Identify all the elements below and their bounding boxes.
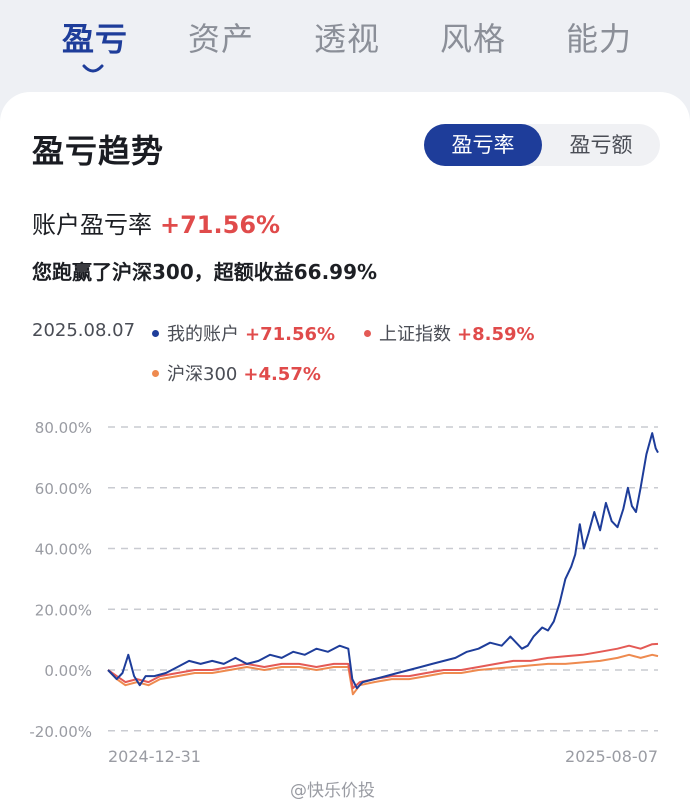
legend-value: +4.57% — [243, 364, 321, 385]
tab-ability[interactable]: 能力 — [566, 20, 633, 58]
watermark: @快乐价投 — [290, 781, 375, 801]
legend-item-sse: 上证指数 +8.59% — [364, 320, 535, 346]
benchmark-summary: 您跑赢了沪深300，超额收益66.99% — [32, 260, 378, 284]
y-tick-label: -20.00% — [29, 723, 92, 741]
y-tick-label: 20.00% — [35, 601, 92, 619]
legend-name: 我的账户 — [167, 324, 239, 345]
account-rate-value: +71.56% — [160, 211, 281, 239]
series-line-account — [107, 432, 659, 690]
legend-value: +71.56% — [245, 324, 336, 345]
active-tab-indicator-icon — [82, 64, 104, 73]
y-tick-label: 80.00% — [35, 419, 92, 437]
tab-style[interactable]: 风格 — [440, 20, 507, 58]
legend-dot-icon — [364, 330, 371, 337]
y-tick-label: 40.00% — [35, 541, 92, 559]
profit-trend-card — [0, 92, 690, 803]
card-title: 盈亏趋势 — [32, 132, 165, 170]
y-tick-label: 60.00% — [35, 480, 92, 498]
x-tick-label: 2024-12-31 — [108, 747, 201, 766]
toggle-profit-amount-button[interactable]: 盈亏额 — [569, 133, 633, 157]
top-tab-bar: 盈亏 资产 透视 风格 能力 — [0, 0, 690, 90]
toggle-profit-rate-button[interactable]: 盈亏率 — [424, 124, 542, 166]
legend-item-csi300: 沪深300 +4.57% — [152, 360, 321, 386]
legend-item-account: 我的账户 +71.56% — [152, 320, 335, 346]
metric-toggle: 盈亏率 盈亏额 — [424, 124, 660, 166]
profit-trend-chart[interactable]: 80.00% 60.00% 40.00% 20.00% 0.00% -20.00% 2024… — [0, 400, 690, 780]
tab-insight[interactable]: 透视 — [314, 20, 381, 58]
series-line-csi300 — [107, 653, 659, 696]
tab-assets[interactable]: 资产 — [188, 20, 255, 58]
legend-dot-icon — [152, 330, 159, 337]
y-tick-label: 0.00% — [44, 662, 92, 680]
account-rate-label: 账户盈亏率 — [32, 211, 152, 239]
legend-value: +8.59% — [457, 324, 535, 345]
legend-name: 沪深300 — [167, 364, 238, 385]
legend-date: 2025.08.07 — [32, 320, 136, 341]
tab-profit-loss[interactable]: 盈亏 — [62, 20, 129, 58]
legend-dot-icon — [152, 370, 159, 377]
x-tick-label: 2025-08-07 — [565, 747, 658, 766]
legend-name: 上证指数 — [379, 324, 451, 345]
account-rate-row: 账户盈亏率 +71.56% — [32, 205, 280, 240]
